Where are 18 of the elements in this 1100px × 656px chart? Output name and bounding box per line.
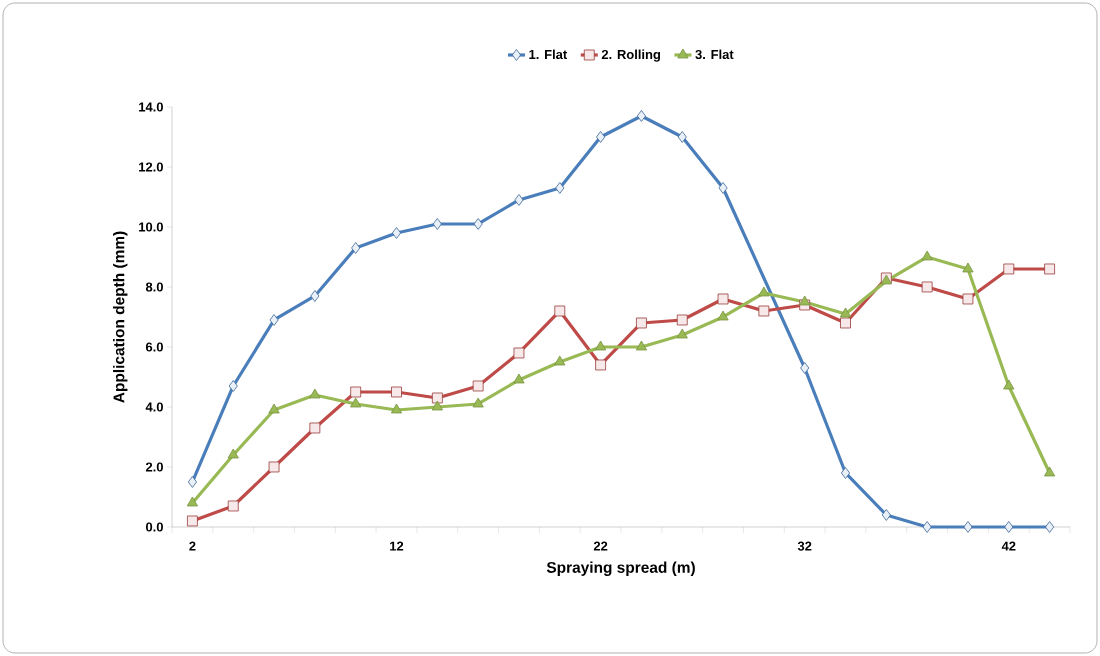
y-tick-label: 6.0 <box>145 342 163 352</box>
x-axis-title: Spraying spread (m) <box>546 561 695 576</box>
y-tick-label: 2.0 <box>145 462 163 472</box>
y-tick-label: 4.0 <box>145 402 163 412</box>
y-tick-label: 10.0 <box>139 222 163 232</box>
x-tick-label: 22 <box>593 541 608 551</box>
x-tick-label: 2 <box>189 541 196 551</box>
y-tick-label: 8.0 <box>145 282 163 292</box>
x-tick-label: 12 <box>390 541 404 551</box>
x-tick-label: 42 <box>1001 541 1016 551</box>
legend-label: 1. Flat <box>529 49 568 60</box>
y-tick-label: 14.0 <box>139 102 163 112</box>
y-tick-label: 0.0 <box>146 522 163 532</box>
legend-label: 2. Rolling <box>601 49 660 62</box>
legend-label: 3. Flat <box>695 49 734 60</box>
y-axis-title: Application depth (mm) <box>113 231 128 403</box>
y-tick-label: 12.0 <box>139 162 163 172</box>
x-tick-label: 32 <box>797 541 812 551</box>
